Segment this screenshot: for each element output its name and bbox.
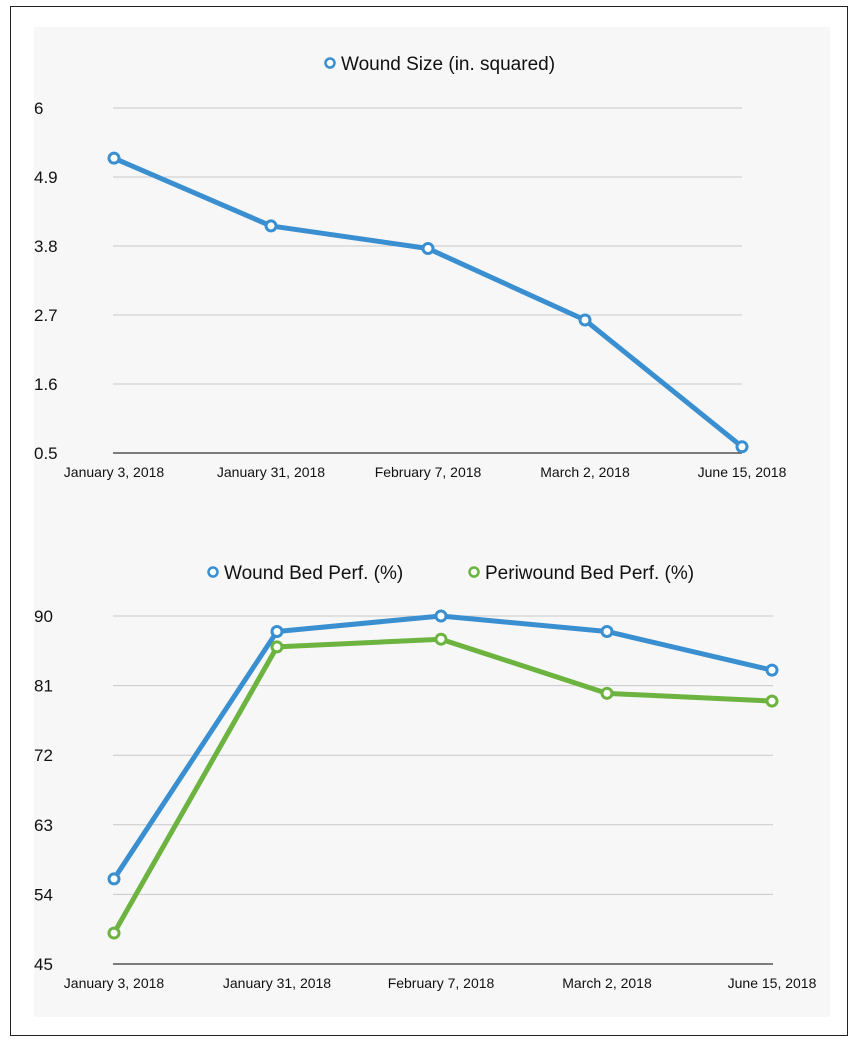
y-tick-label: 72 xyxy=(34,746,53,765)
data-point xyxy=(765,694,779,708)
legend-marker xyxy=(468,566,480,578)
perfusion-chart: 90 81 72 63 54 45 January 3, 2018 January 31, 2… xyxy=(34,563,817,991)
y-tick-label: 2.7 xyxy=(34,306,58,325)
series-line xyxy=(111,636,775,936)
y-tick-label: 0.5 xyxy=(34,444,58,463)
data-point xyxy=(765,663,779,677)
data-point xyxy=(107,151,121,165)
data-point xyxy=(735,440,749,454)
data-point xyxy=(107,872,121,886)
wound-size-chart: 6 4.9 3.8 2.7 1.6 0.5 January 3, 2018 January 3… xyxy=(34,54,787,480)
series-line xyxy=(111,155,745,450)
chart-panel xyxy=(34,27,830,1017)
y-tick-label: 45 xyxy=(34,955,53,974)
y-tick-label: 81 xyxy=(34,677,53,696)
legend-label: Periwound Bed Perf. (%) xyxy=(485,563,694,584)
x-tick-label: June 15, 2018 xyxy=(728,975,817,991)
y-tick-label: 3.8 xyxy=(34,237,58,256)
legend-marker xyxy=(207,566,219,578)
data-point xyxy=(270,640,284,654)
x-tick-label: January 3, 2018 xyxy=(64,464,165,480)
data-point xyxy=(434,632,448,646)
legend-label: Wound Bed Perf. (%) xyxy=(224,563,403,584)
data-point xyxy=(434,609,448,623)
x-tick-label: February 7, 2018 xyxy=(375,464,482,480)
legend-marker xyxy=(324,57,336,69)
y-tick-label: 90 xyxy=(34,607,53,626)
x-tick-label: January 3, 2018 xyxy=(64,975,165,991)
legend-label: Wound Size (in. squared) xyxy=(341,54,555,75)
y-tick-label: 1.6 xyxy=(34,375,58,394)
data-point xyxy=(264,219,278,233)
x-tick-label: January 31, 2018 xyxy=(217,464,325,480)
y-tick-label: 6 xyxy=(34,99,43,118)
data-point xyxy=(107,926,121,940)
y-tick-label: 54 xyxy=(34,885,53,904)
x-tick-label: March 2, 2018 xyxy=(540,464,630,480)
x-tick-label: February 7, 2018 xyxy=(388,975,495,991)
data-point xyxy=(600,686,614,700)
x-tick-label: January 31, 2018 xyxy=(223,975,331,991)
y-tick-label: 63 xyxy=(34,816,53,835)
data-point xyxy=(270,624,284,638)
data-point xyxy=(421,242,435,256)
x-tick-label: March 2, 2018 xyxy=(562,975,652,991)
x-tick-label: June 15, 2018 xyxy=(698,464,787,480)
data-point xyxy=(578,313,592,327)
series-line xyxy=(111,613,775,882)
y-tick-label: 4.9 xyxy=(34,168,58,187)
data-point xyxy=(600,624,614,638)
